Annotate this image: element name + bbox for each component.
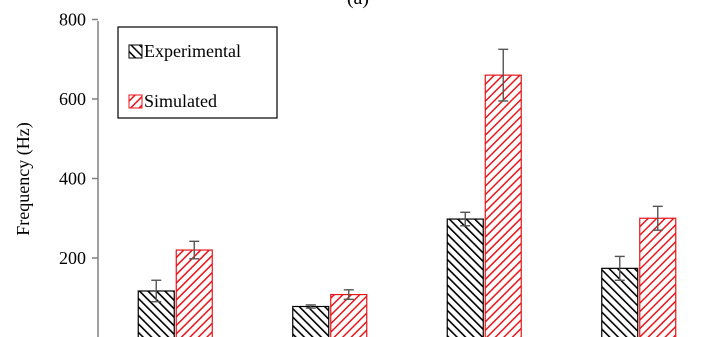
bar-simulated-3 (484, 74, 522, 337)
y-tick-label: 800 (59, 10, 86, 30)
legend-label-simulated: Simulated (144, 91, 217, 111)
error-bar-experimental-1 (151, 279, 162, 303)
legend-swatch-simulated (128, 94, 143, 109)
y-axis-ticks: 200 400 600 800 (59, 10, 98, 268)
y-tick-label: 200 (59, 248, 86, 268)
bars (137, 48, 677, 337)
bar-simulated-2 (330, 293, 368, 337)
bar-experimental-2 (292, 305, 330, 337)
y-tick-label: 600 (59, 89, 86, 109)
legend-label-experimental: Experimental (144, 41, 241, 61)
legend-swatch-experimental (128, 44, 143, 59)
legend-box (117, 26, 278, 119)
error-bar-simulated-4 (652, 205, 663, 231)
error-bar-experimental-4 (614, 255, 625, 281)
bar-simulated-4 (639, 217, 677, 337)
bar-experimental-3 (446, 218, 484, 337)
error-bar-simulated-2 (343, 289, 354, 301)
bar-simulated-1 (175, 249, 213, 337)
y-tick-label: 400 (59, 169, 86, 189)
error-bar-experimental-2 (305, 304, 316, 309)
error-bar-simulated-1 (189, 240, 200, 260)
legend: Experimental Simulated (117, 26, 278, 119)
error-bar-experimental-3 (460, 211, 471, 227)
y-axis-label: Frequency (Hz) (13, 122, 34, 235)
chart-title: (a) (347, 0, 369, 9)
error-bar-simulated-3 (498, 48, 509, 102)
